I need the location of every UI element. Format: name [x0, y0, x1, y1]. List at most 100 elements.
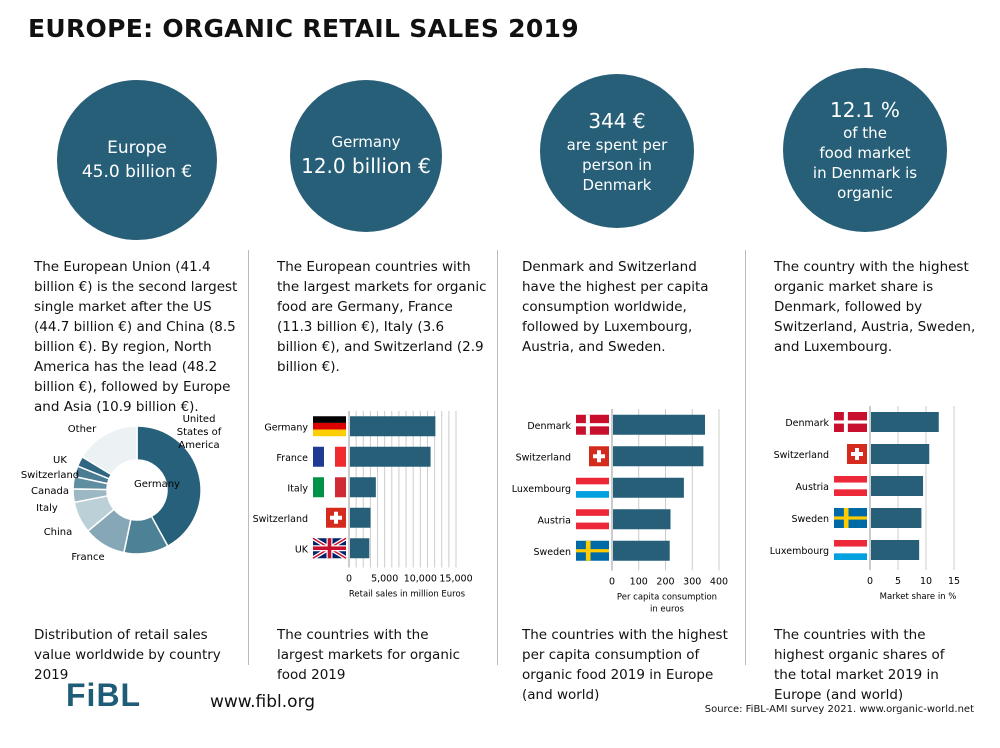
flag-dk-icon — [834, 412, 867, 432]
tick-label: 15,000 — [439, 574, 472, 585]
donut-label: China — [44, 527, 73, 538]
bar-germany — [350, 416, 436, 437]
flag-part — [834, 516, 867, 520]
donut-label: Canada — [31, 486, 69, 497]
bar-austria — [613, 509, 671, 530]
circle-line: of the — [843, 124, 887, 142]
category-label: Luxembourg — [770, 546, 829, 557]
circle-line: in Denmark is — [812, 164, 918, 182]
bar-chart-market-size: Germany France Italy Switzerland UK 0 5,000 10,… — [253, 411, 473, 600]
stat-circle-germany: Germany 12.0 billion € — [290, 80, 442, 232]
donut-label: United — [183, 414, 216, 425]
website-link[interactable]: www.fibl.org — [210, 692, 316, 712]
chart-caption: The countries with the highest organic s… — [774, 627, 945, 703]
tick-label: 15 — [948, 576, 960, 587]
category-label: Sweden — [533, 547, 571, 558]
flag-part — [593, 454, 605, 459]
category-label: Luxembourg — [512, 484, 571, 495]
tick-label: 0 — [609, 577, 615, 588]
tick-label: 5,000 — [371, 574, 398, 585]
flag-at-icon — [576, 509, 609, 530]
tick-label: 200 — [656, 577, 674, 588]
circle-line: 344 € — [588, 109, 646, 133]
column-text: Denmark and Switzerland have the highest… — [522, 259, 709, 355]
flag-part — [576, 491, 609, 498]
donut-label: UK — [53, 455, 67, 466]
bar-denmark — [871, 412, 939, 432]
flag-at-icon — [834, 476, 867, 496]
flag-part — [330, 515, 342, 520]
tick-label: 100 — [630, 577, 648, 588]
flag-part — [313, 416, 346, 423]
bar-switzerland — [350, 507, 371, 528]
flag-ch-icon — [326, 507, 346, 528]
bar-chart-market-share: Denmark Switzerland Austria Sweden Luxembour… — [770, 406, 960, 602]
bar-chart-per-capita: Denmark Switzerland Luxembourg Austria Swede… — [512, 409, 728, 615]
circle-line: are spent per — [566, 136, 668, 154]
tick-label: 0 — [346, 574, 352, 585]
category-label: Austria — [537, 515, 571, 526]
tick-label: 10 — [920, 576, 932, 587]
source-note: Source: FiBL-AMI survey 2021. www.organi… — [704, 704, 974, 715]
flag-ch-icon — [847, 444, 867, 464]
page-title: EUROPE: ORGANIC RETAIL SALES 2019 — [28, 14, 579, 43]
chart-caption: The countries with the highest per capit… — [522, 627, 728, 703]
donut-label: States of — [177, 427, 222, 438]
flag-part — [834, 482, 867, 490]
donut-label: Other — [68, 424, 97, 435]
donut-label: Germany — [134, 479, 180, 490]
bar-switzerland — [871, 444, 930, 464]
circle-line: 12.1 % — [830, 98, 900, 122]
tick-label: 10,000 — [404, 574, 437, 585]
fibl-logo: FiBL — [66, 677, 142, 713]
category-label: Austria — [795, 482, 829, 493]
category-label: Switzerland — [253, 514, 308, 525]
flag-it-icon — [313, 477, 346, 498]
x-axis-label: in euros — [650, 605, 685, 615]
stat-circle-europe: Europe 45.0 billion € — [57, 80, 217, 240]
flag-uk-icon — [311, 536, 348, 560]
flag-part — [313, 446, 324, 467]
flag-part — [324, 446, 335, 467]
category-label: France — [276, 453, 308, 464]
flag-part — [313, 546, 346, 551]
flag-de-icon — [313, 416, 346, 437]
flag-part — [576, 477, 609, 485]
circle-line: 45.0 billion € — [81, 162, 193, 182]
flag-dk-icon — [576, 414, 609, 435]
flag-part — [576, 509, 609, 516]
flag-part — [834, 476, 867, 483]
x-axis-label: Per capita consumption — [617, 593, 717, 603]
flag-part — [335, 446, 346, 467]
flag-ch-icon — [589, 446, 609, 467]
flag-part — [576, 484, 609, 492]
flag-part — [851, 452, 863, 456]
flag-part — [834, 553, 867, 560]
circle-line: organic — [837, 184, 893, 202]
bar-sweden — [871, 508, 922, 528]
category-label: Denmark — [785, 418, 829, 429]
tick-label: 300 — [683, 577, 701, 588]
column-text: The European countries with the largest … — [277, 259, 487, 375]
flag-part — [313, 429, 346, 437]
bar-italy — [350, 477, 376, 498]
donut-chart: United States of America Germany France China… — [21, 414, 222, 563]
bar-luxembourg — [613, 477, 684, 498]
category-label: Sweden — [791, 514, 829, 525]
flag-lu-icon — [834, 540, 867, 560]
category-label: Switzerland — [774, 450, 829, 461]
stat-circle-market-share: 12.1 % of the food market in Denmark is … — [783, 68, 947, 232]
tick-label: 400 — [710, 577, 728, 588]
x-axis-label: Market share in % — [880, 592, 957, 602]
flag-part — [576, 522, 609, 530]
flag-part — [834, 546, 867, 554]
bar-france — [350, 446, 431, 467]
category-label: Germany — [264, 422, 308, 433]
donut-slice-united-states-of-america — [136, 425, 202, 548]
flag-lu-icon — [576, 477, 609, 498]
flag-part — [576, 515, 609, 523]
tick-label: 0 — [867, 576, 873, 587]
bar-denmark — [613, 414, 706, 435]
flag-part — [576, 423, 609, 427]
x-axis-label: Retail sales in million Euros — [349, 590, 466, 600]
